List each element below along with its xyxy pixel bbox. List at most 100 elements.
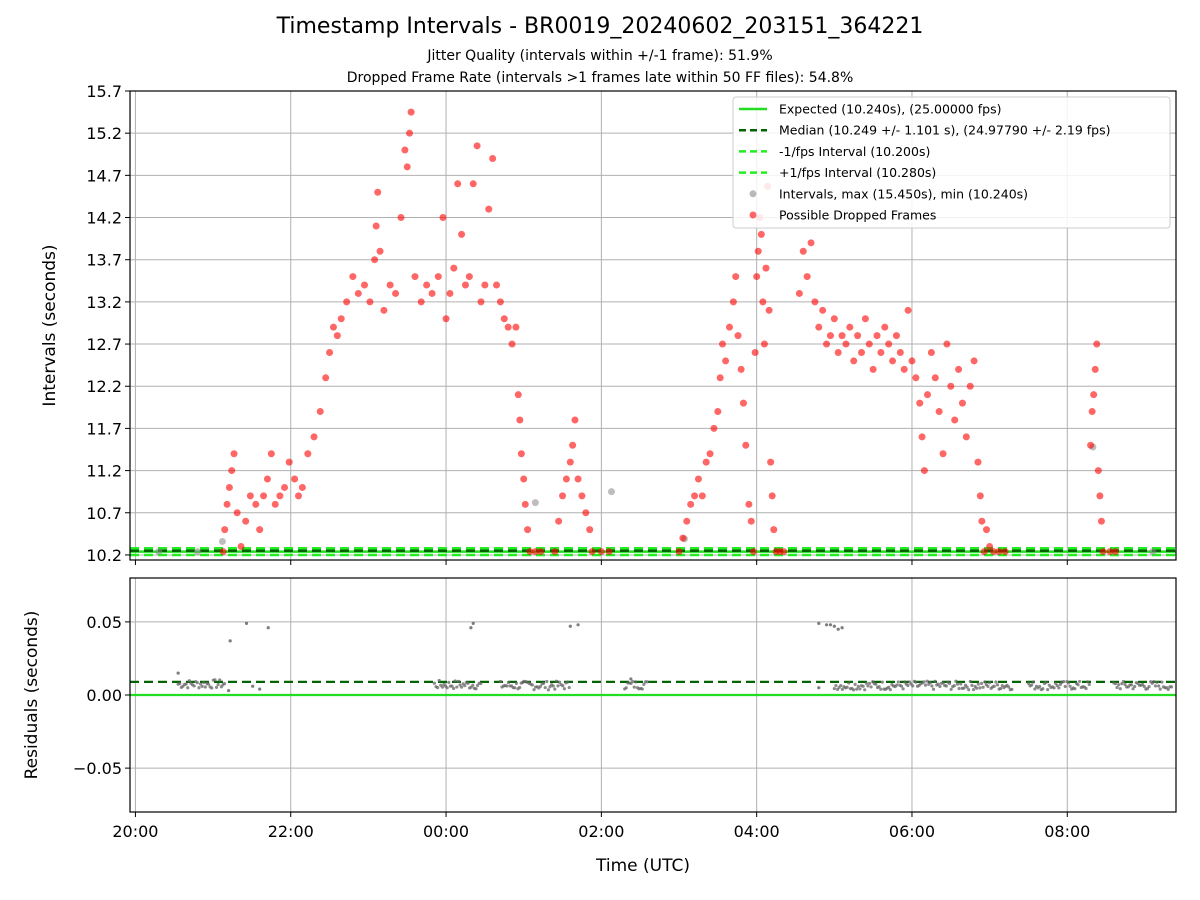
dropped-frame-point bbox=[691, 492, 699, 500]
dropped-frame-point bbox=[865, 340, 873, 348]
residual-point bbox=[450, 684, 454, 688]
dropped-frame-point bbox=[745, 500, 753, 508]
dropped-frame-point bbox=[256, 526, 264, 534]
residual-point bbox=[994, 680, 998, 684]
xtick-label: 00:00 bbox=[423, 822, 469, 841]
dropped-frame-point bbox=[995, 548, 1003, 556]
dropped-frame-point bbox=[508, 340, 516, 348]
residual-point bbox=[455, 685, 459, 689]
dropped-frame-point bbox=[401, 146, 409, 154]
legend-entry: Possible Dropped Frames bbox=[779, 208, 936, 223]
dropped-frame-point bbox=[520, 475, 528, 483]
dropped-frame-point bbox=[411, 273, 419, 281]
dropped-frame-point bbox=[349, 273, 357, 281]
dropped-frame-point bbox=[955, 365, 963, 373]
dropped-frame-point bbox=[1111, 548, 1119, 556]
residual-point bbox=[901, 687, 905, 691]
dropped-frame-point bbox=[877, 348, 885, 356]
residual-point bbox=[962, 686, 966, 690]
legend-entry: -1/fps Interval (10.200s) bbox=[779, 144, 930, 159]
residual-point bbox=[959, 682, 963, 686]
residual-point bbox=[1031, 680, 1035, 684]
dropped-frame-point bbox=[397, 214, 405, 222]
residual-point bbox=[949, 687, 953, 692]
xtick-label: 02:00 bbox=[578, 822, 624, 841]
dropped-frame-point bbox=[826, 332, 834, 340]
dropped-frame-point bbox=[958, 399, 966, 407]
residual-point bbox=[186, 686, 190, 690]
dropped-frame-point bbox=[537, 548, 545, 556]
dropped-frame-point bbox=[935, 408, 943, 416]
residual-point bbox=[1058, 682, 1063, 686]
residual-point bbox=[896, 680, 900, 684]
dropped-frame-point bbox=[675, 548, 683, 556]
residual-point bbox=[214, 685, 219, 689]
residual-point bbox=[532, 688, 536, 692]
residual-point bbox=[944, 684, 948, 688]
dropped-frame-point bbox=[986, 543, 994, 551]
dropped-frame-point bbox=[892, 332, 900, 340]
dropped-frame-point bbox=[376, 247, 384, 255]
residual-point bbox=[1160, 680, 1164, 684]
residual-point bbox=[197, 686, 201, 690]
ytick-label: 12.2 bbox=[86, 377, 122, 396]
dropped-frame-point bbox=[760, 340, 768, 348]
xtick-label: 22:00 bbox=[268, 822, 314, 841]
residual-point bbox=[498, 679, 503, 684]
residual-point bbox=[911, 684, 915, 688]
dropped-frame-point bbox=[465, 273, 473, 281]
residual-point bbox=[436, 686, 440, 690]
residual-point bbox=[1142, 684, 1146, 689]
dropped-frame-point bbox=[316, 408, 324, 416]
ytick-label: 14.7 bbox=[86, 166, 122, 185]
ytick-label: 0.05 bbox=[86, 613, 122, 632]
residual-point bbox=[203, 685, 207, 689]
dropped-frame-point bbox=[371, 256, 379, 264]
dropped-frame-point bbox=[267, 450, 275, 458]
dropped-frame-point bbox=[559, 492, 567, 500]
residual-point bbox=[1007, 685, 1011, 689]
legend-swatch bbox=[749, 211, 757, 219]
residual-point bbox=[928, 681, 932, 685]
residual-point bbox=[923, 683, 928, 687]
xtick-label: 08:00 bbox=[1044, 822, 1090, 841]
dropped-frame-point bbox=[242, 517, 250, 525]
dropped-frame-point bbox=[702, 458, 710, 466]
residual-point bbox=[195, 681, 199, 685]
residual-point bbox=[258, 687, 262, 691]
dropped-frame-point bbox=[407, 108, 415, 116]
dropped-frame-point bbox=[873, 332, 881, 340]
residual-point bbox=[645, 680, 649, 684]
ytick-label: 11.7 bbox=[86, 419, 122, 438]
residual-point bbox=[1062, 679, 1066, 684]
dropped-frame-point bbox=[496, 298, 504, 306]
residual-point bbox=[938, 684, 942, 689]
residual-point bbox=[542, 681, 546, 686]
dropped-frame-point bbox=[223, 500, 231, 508]
dropped-frame-point bbox=[219, 548, 227, 556]
dropped-frame-point bbox=[1094, 467, 1102, 475]
residual-point bbox=[213, 678, 217, 682]
residual-point bbox=[178, 681, 182, 686]
residual-point bbox=[629, 677, 633, 681]
residual-point bbox=[817, 621, 821, 625]
dropped-frame-point bbox=[706, 450, 714, 458]
dropped-frame-point bbox=[762, 264, 770, 272]
interval-point bbox=[607, 488, 615, 496]
residual-point bbox=[566, 680, 570, 684]
residual-point bbox=[192, 684, 196, 688]
residual-point bbox=[476, 683, 480, 688]
interval-point bbox=[218, 537, 226, 545]
residual-point bbox=[437, 678, 441, 683]
residual-point bbox=[184, 682, 188, 686]
residual-point bbox=[834, 683, 838, 688]
dropped-frame-point bbox=[716, 374, 724, 382]
ytick-label: 10.2 bbox=[86, 546, 122, 565]
y-axis-label: Intervals (seconds) bbox=[40, 244, 60, 406]
dropped-frame-point bbox=[281, 483, 289, 491]
residual-point bbox=[202, 680, 206, 685]
dropped-frame-point bbox=[310, 433, 318, 441]
dropped-frame-point bbox=[372, 222, 380, 230]
dropped-frame-point bbox=[225, 483, 233, 491]
residual-point bbox=[1147, 684, 1151, 689]
